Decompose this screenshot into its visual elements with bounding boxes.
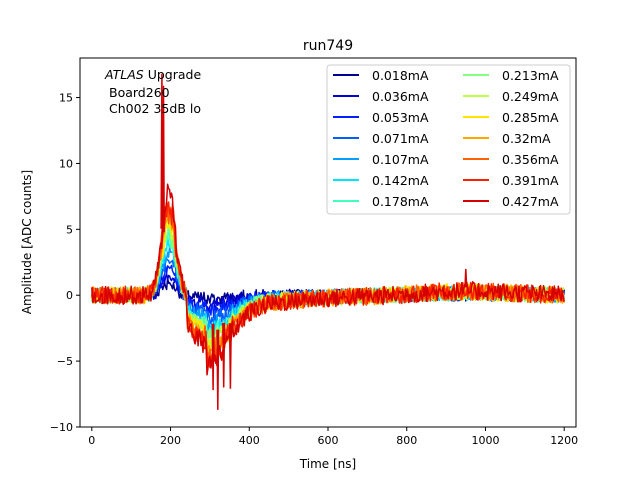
legend-entry: 0.32mA <box>502 131 551 146</box>
x-tick-label: 600 <box>318 434 339 447</box>
annotation-board: Board260 <box>109 85 170 100</box>
legend-entry: 0.427mA <box>502 194 559 209</box>
y-tick-label: 0 <box>66 289 73 302</box>
y-tick-label: −10 <box>50 421 73 434</box>
series-spike <box>222 322 226 388</box>
y-tick-label: 10 <box>59 157 73 170</box>
legend-entry: 0.036mA <box>372 89 429 104</box>
x-tick-label: 1000 <box>471 434 499 447</box>
legend-entry: 0.213mA <box>502 68 559 83</box>
series-layer <box>91 73 565 410</box>
legend-entry: 0.356mA <box>502 152 559 167</box>
series-line <box>91 204 565 366</box>
x-axis-label: Time [ns] <box>299 457 356 471</box>
legend: 0.018mA 0.036mA 0.053mA 0.071mA 0.107mA 0.142… <box>326 64 571 215</box>
annotation-upgrade: Upgrade <box>144 67 202 82</box>
series-spike <box>216 329 220 410</box>
legend-box <box>326 64 571 215</box>
series-spike <box>464 268 468 288</box>
x-tick-label: 1200 <box>550 434 578 447</box>
y-tick-label: 5 <box>66 223 73 236</box>
legend-entry: 0.391mA <box>502 173 559 188</box>
legend-entry: 0.018mA <box>372 68 429 83</box>
x-tick-label: 0 <box>88 434 95 447</box>
legend-entry: 0.142mA <box>372 173 429 188</box>
legend-entry: 0.107mA <box>372 152 429 167</box>
annotation: ATLAS Upgrade Board260 Ch002 35dB lo <box>104 67 201 116</box>
svg-text:ATLAS Upgrade: ATLAS Upgrade <box>104 67 201 82</box>
chart-title: run749 <box>303 38 353 54</box>
legend-entry: 0.071mA <box>372 131 429 146</box>
series-line <box>91 183 565 376</box>
y-tick-label: 15 <box>59 92 73 105</box>
annotation-atlas: ATLAS <box>104 67 144 82</box>
series-spike <box>161 85 165 233</box>
legend-entry: 0.178mA <box>372 194 429 209</box>
legend-entry: 0.285mA <box>502 110 559 125</box>
x-tick-label: 800 <box>396 434 417 447</box>
series-spike <box>228 323 232 389</box>
annotation-channel: Ch002 35dB lo <box>109 101 201 116</box>
axis-ticks: 0 200 400 600 800 1000 1200 −10 −5 0 5 10 15 <box>50 92 578 447</box>
y-tick-label: −5 <box>57 355 73 368</box>
x-tick-label: 400 <box>239 434 260 447</box>
legend-entry: 0.053mA <box>372 110 429 125</box>
x-tick-label: 200 <box>160 434 181 447</box>
legend-entry: 0.249mA <box>502 89 559 104</box>
y-axis-label: Amplitude [ADC counts] <box>20 170 34 314</box>
series-spike <box>211 323 215 391</box>
